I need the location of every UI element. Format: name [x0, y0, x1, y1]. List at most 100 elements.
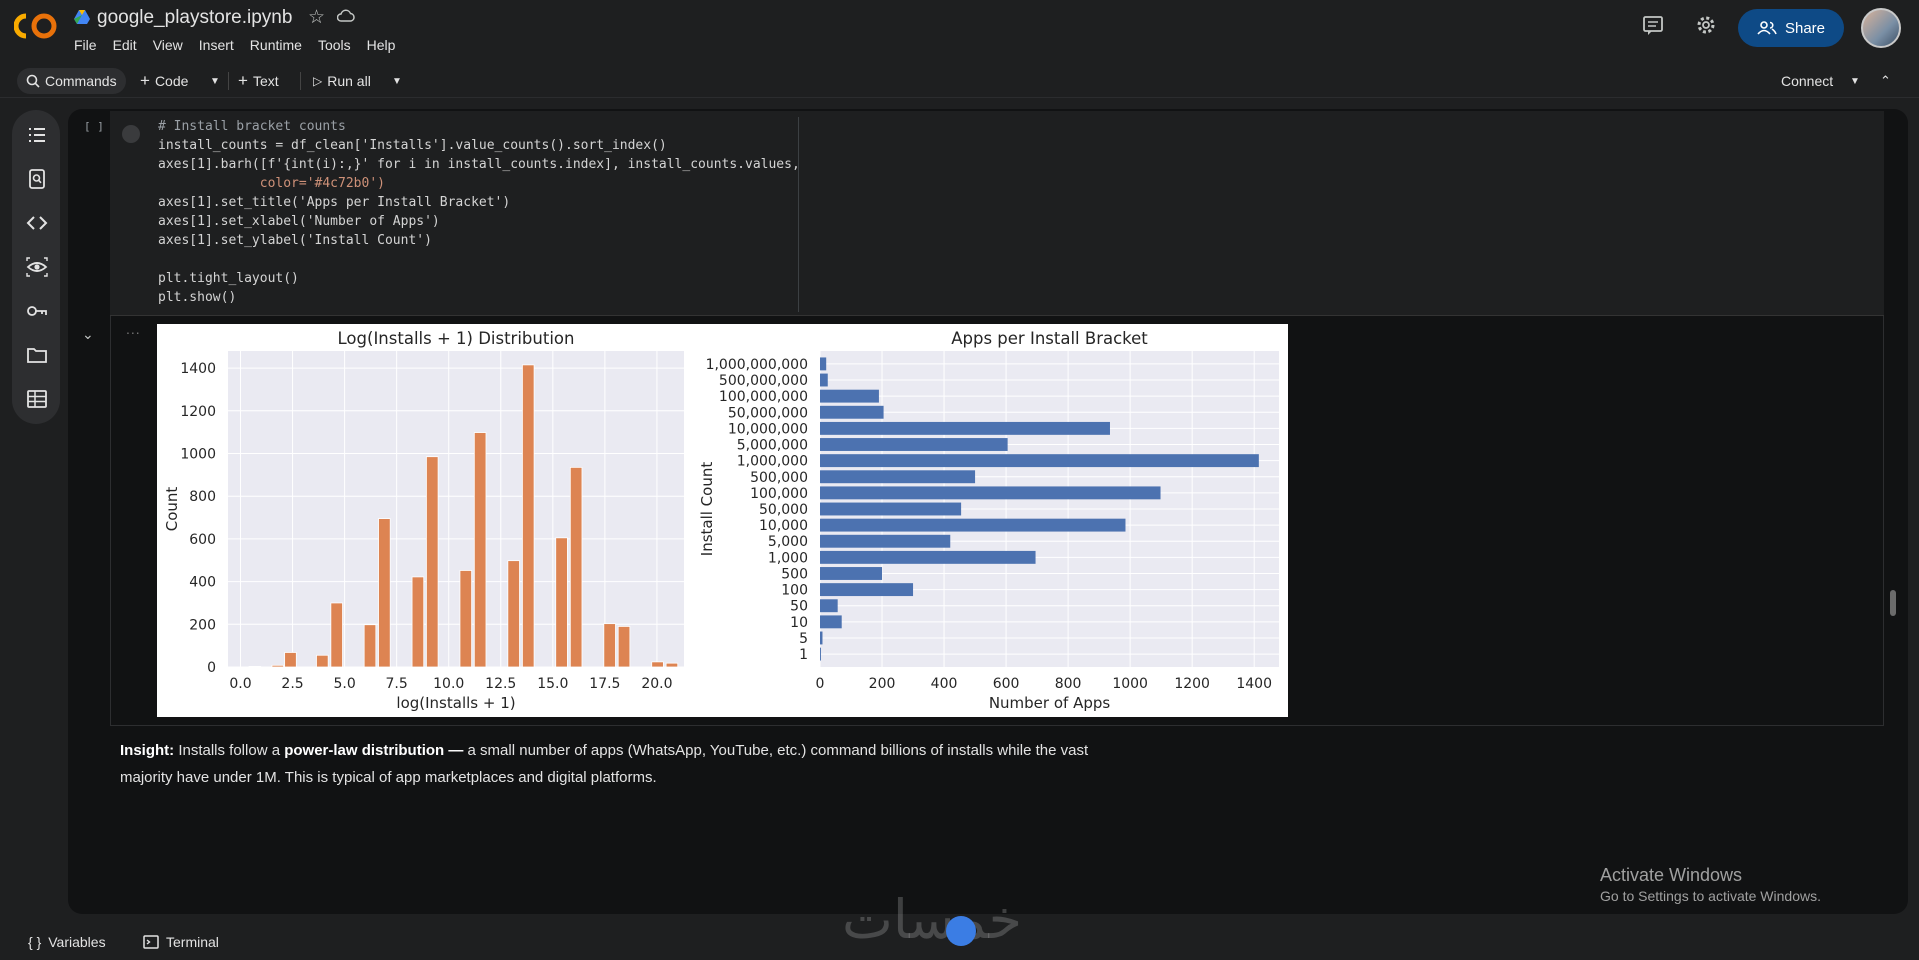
- variables-label: Variables: [48, 934, 106, 950]
- histogram-bar: [316, 654, 329, 668]
- commands-button[interactable]: Commands: [17, 68, 126, 94]
- run-cell-button[interactable]: [122, 125, 140, 143]
- menu-insert[interactable]: Insert: [198, 37, 234, 53]
- menu-edit[interactable]: Edit: [112, 37, 137, 53]
- y-tick-label: 600: [189, 532, 216, 548]
- y-tick-label: 1200: [180, 404, 216, 420]
- output-menu-icon[interactable]: ...: [126, 321, 141, 337]
- insight-label: Insight:: [120, 742, 175, 759]
- y-tick-label: 50,000: [759, 502, 808, 518]
- y-tick-label: 1400: [180, 361, 216, 377]
- markdown-cell[interactable]: Insight: Installs follow a power-law dis…: [120, 737, 1120, 791]
- notebook-title[interactable]: google_playstore.ipynb: [97, 7, 293, 28]
- horizontal-bar: [820, 615, 842, 629]
- code-snippets-icon[interactable]: [26, 212, 48, 234]
- run-all-button[interactable]: ▷ Run all: [313, 68, 371, 94]
- y-tick-label: 5,000: [768, 534, 808, 550]
- x-tick-label: 7.5: [386, 676, 408, 692]
- x-tick-label: 5.0: [333, 676, 355, 692]
- y-tick-label: 0: [207, 660, 216, 676]
- y-tick-label: 100: [781, 583, 808, 599]
- connect-button[interactable]: Connect: [1781, 68, 1833, 94]
- x-tick-label: 12.5: [485, 676, 516, 692]
- horizontal-bar: [820, 454, 1259, 468]
- scrollbar-thumb[interactable]: [1890, 590, 1896, 616]
- caret-down-icon: ▼: [1850, 75, 1860, 87]
- toolbar-divider: [300, 72, 301, 90]
- code-line: install_counts = df_clean['Installs'].va…: [158, 138, 667, 153]
- code-cell[interactable]: [ ] # Install bracket counts install_coun…: [84, 111, 1884, 316]
- run-all-dropdown-button[interactable]: ▼: [392, 68, 402, 94]
- activate-title: Activate Windows: [1600, 865, 1743, 885]
- collapse-header-button[interactable]: ⌃: [1880, 68, 1891, 94]
- menu-view[interactable]: View: [152, 37, 183, 53]
- y-tick-label: 5: [799, 631, 808, 647]
- key-icon[interactable]: [26, 300, 48, 322]
- matplotlib-figure: 0.0 2.5 5.0 7.5 10.0 12.5 15.0 17.5 20.0 0 200 400 6…: [157, 324, 1288, 717]
- ruler-line: [798, 117, 799, 312]
- search-icon: [26, 74, 40, 88]
- histogram-bar: [665, 662, 679, 668]
- cloud-icon[interactable]: [337, 9, 355, 23]
- folder-icon[interactable]: [26, 344, 48, 366]
- y-tick-label: 10,000,000: [728, 421, 808, 437]
- code-line: [158, 250, 800, 269]
- terminal-label: Terminal: [166, 934, 219, 950]
- menu-tools[interactable]: Tools: [317, 37, 351, 53]
- horizontal-bar: [820, 470, 976, 484]
- table-icon[interactable]: [26, 388, 48, 410]
- terminal-button[interactable]: Terminal: [143, 934, 219, 950]
- add-code-button[interactable]: + Code: [140, 68, 188, 94]
- star-icon[interactable]: ☆: [308, 7, 326, 28]
- avatar[interactable]: [1861, 8, 1901, 48]
- y-tick-label: 1000: [180, 446, 216, 462]
- code-line: axes[1].set_xlabel('Number of Apps'): [158, 214, 440, 229]
- caret-down-icon: ▼: [392, 75, 402, 87]
- y-axis-label: Install Count: [698, 462, 716, 557]
- x-tick-label: 10.0: [433, 676, 464, 692]
- y-tick-label: 500,000: [750, 470, 808, 486]
- connect-dropdown-button[interactable]: ▼: [1850, 68, 1860, 94]
- code-dropdown-button[interactable]: ▼: [210, 68, 220, 94]
- y-tick-label: 400: [189, 575, 216, 591]
- y-axis-label: Count: [163, 487, 181, 532]
- collapse-output-icon[interactable]: ⌄: [82, 326, 94, 342]
- histogram-bar: [378, 518, 391, 668]
- y-tick-label: 100,000,000: [719, 389, 808, 405]
- execution-count: [ ]: [84, 120, 104, 133]
- variables-inspector-icon[interactable]: [26, 256, 48, 278]
- x-tick-label: 0.0: [229, 676, 251, 692]
- horizontal-bar: [820, 373, 828, 387]
- add-text-button[interactable]: + Text: [238, 68, 279, 94]
- menu-help[interactable]: Help: [366, 37, 396, 53]
- windows-activation-notice: Activate Windows Go to Settings to activ…: [1600, 865, 1821, 904]
- share-button[interactable]: Share: [1738, 9, 1844, 47]
- menu-file[interactable]: File: [74, 37, 97, 53]
- histogram-bar: [284, 652, 297, 668]
- y-tick-label: 10: [790, 615, 808, 631]
- code-editor[interactable]: # Install bracket counts install_counts =…: [158, 117, 800, 307]
- x-tick-label: 2.5: [281, 676, 303, 692]
- histogram-bar: [459, 570, 473, 668]
- horizontal-bar: [820, 583, 914, 597]
- watermark-dot: [946, 916, 976, 946]
- histogram-bar: [271, 664, 284, 668]
- find-icon[interactable]: [26, 168, 48, 190]
- gear-icon[interactable]: [1695, 14, 1717, 36]
- colab-logo[interactable]: [14, 12, 58, 40]
- x-tick-label: 20.0: [641, 676, 672, 692]
- connect-label: Connect: [1781, 73, 1834, 89]
- chart-title: Log(Installs + 1) Distribution: [338, 329, 575, 348]
- braces-icon: { }: [28, 934, 42, 950]
- y-tick-label: 10,000: [759, 518, 808, 534]
- table-of-contents-icon[interactable]: [26, 124, 48, 146]
- histogram-bar: [507, 560, 520, 668]
- toolbar-divider: [228, 72, 229, 90]
- x-tick-label: 0: [816, 676, 825, 692]
- y-tick-label: 500,000,000: [719, 373, 808, 389]
- comment-icon[interactable]: [1642, 14, 1664, 36]
- menu-runtime[interactable]: Runtime: [249, 37, 302, 53]
- variables-button[interactable]: { } Variables: [28, 934, 106, 950]
- x-tick-label: 15.0: [537, 676, 568, 692]
- code-line: axes[1].set_title('Apps per Install Brac…: [158, 195, 511, 210]
